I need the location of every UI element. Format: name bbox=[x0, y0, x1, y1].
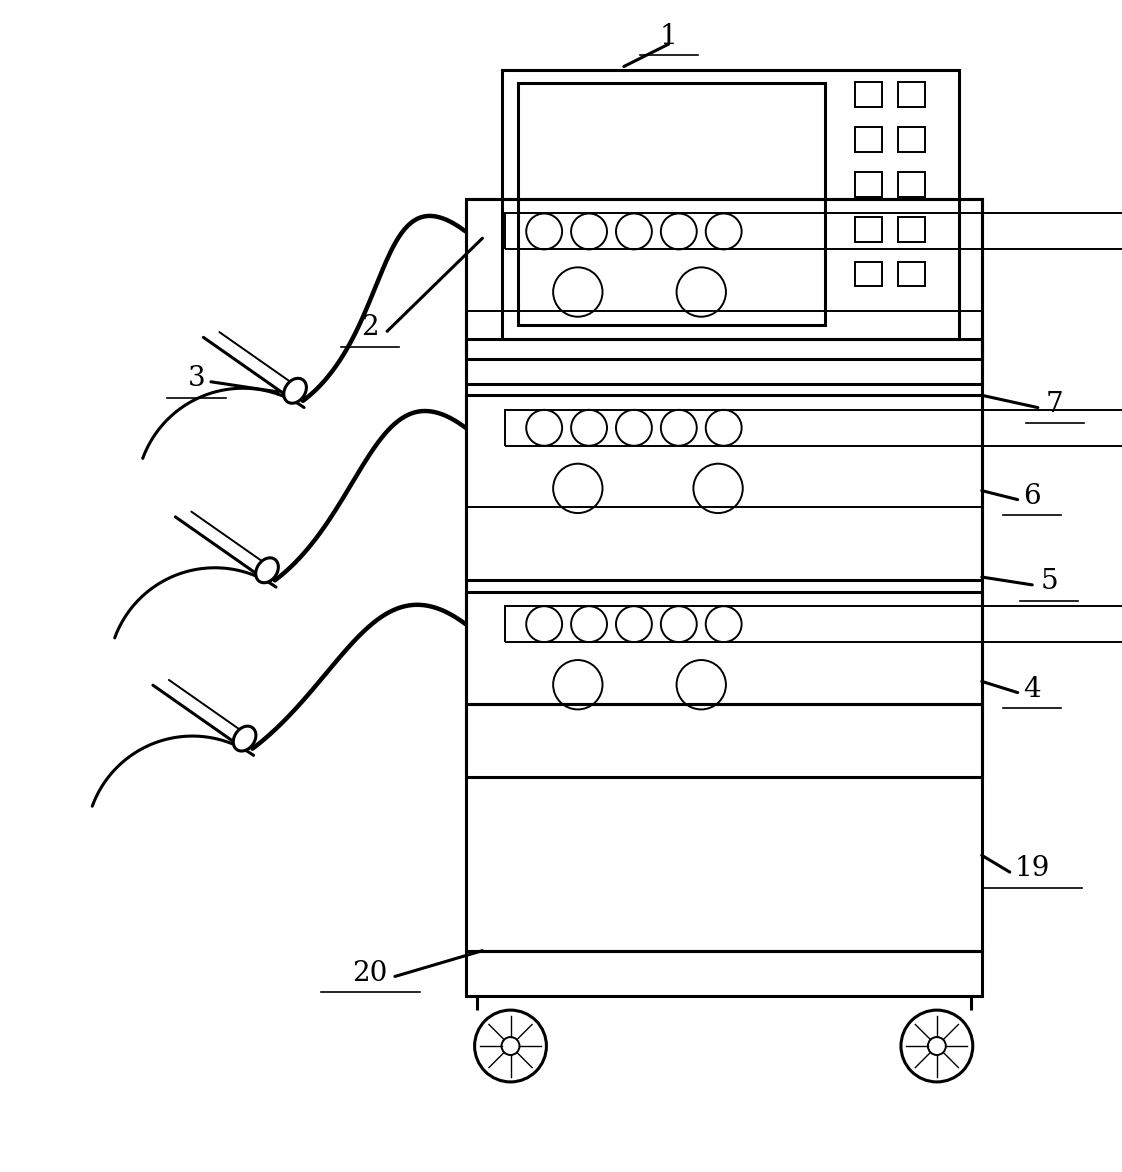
Bar bbox=[855, 217, 882, 241]
Bar bbox=[855, 127, 882, 152]
Text: 4: 4 bbox=[1023, 676, 1041, 703]
Bar bbox=[466, 395, 982, 580]
Bar bbox=[466, 339, 982, 360]
Bar bbox=[466, 592, 982, 777]
Bar bbox=[466, 199, 982, 704]
Text: 7: 7 bbox=[1046, 390, 1064, 417]
Text: 19: 19 bbox=[1014, 856, 1050, 883]
Bar bbox=[518, 83, 825, 325]
Text: 1: 1 bbox=[660, 22, 678, 49]
Bar bbox=[855, 172, 882, 197]
Text: 5: 5 bbox=[1040, 568, 1058, 595]
Bar bbox=[505, 410, 1122, 445]
Bar bbox=[855, 261, 882, 286]
Bar bbox=[898, 127, 925, 152]
Bar bbox=[898, 261, 925, 286]
Text: 3: 3 bbox=[187, 364, 205, 391]
Ellipse shape bbox=[284, 379, 306, 403]
Ellipse shape bbox=[233, 727, 256, 751]
Bar bbox=[466, 950, 982, 995]
Bar bbox=[505, 606, 1122, 642]
Text: 2: 2 bbox=[361, 314, 379, 341]
Bar bbox=[466, 704, 982, 950]
Bar bbox=[898, 217, 925, 241]
Bar bbox=[505, 213, 1122, 250]
Bar bbox=[502, 70, 959, 339]
Bar bbox=[898, 172, 925, 197]
Text: 6: 6 bbox=[1023, 483, 1041, 510]
Bar bbox=[898, 82, 925, 107]
Text: 20: 20 bbox=[352, 960, 388, 987]
Ellipse shape bbox=[256, 558, 278, 582]
Bar bbox=[466, 199, 982, 384]
Bar bbox=[855, 82, 882, 107]
